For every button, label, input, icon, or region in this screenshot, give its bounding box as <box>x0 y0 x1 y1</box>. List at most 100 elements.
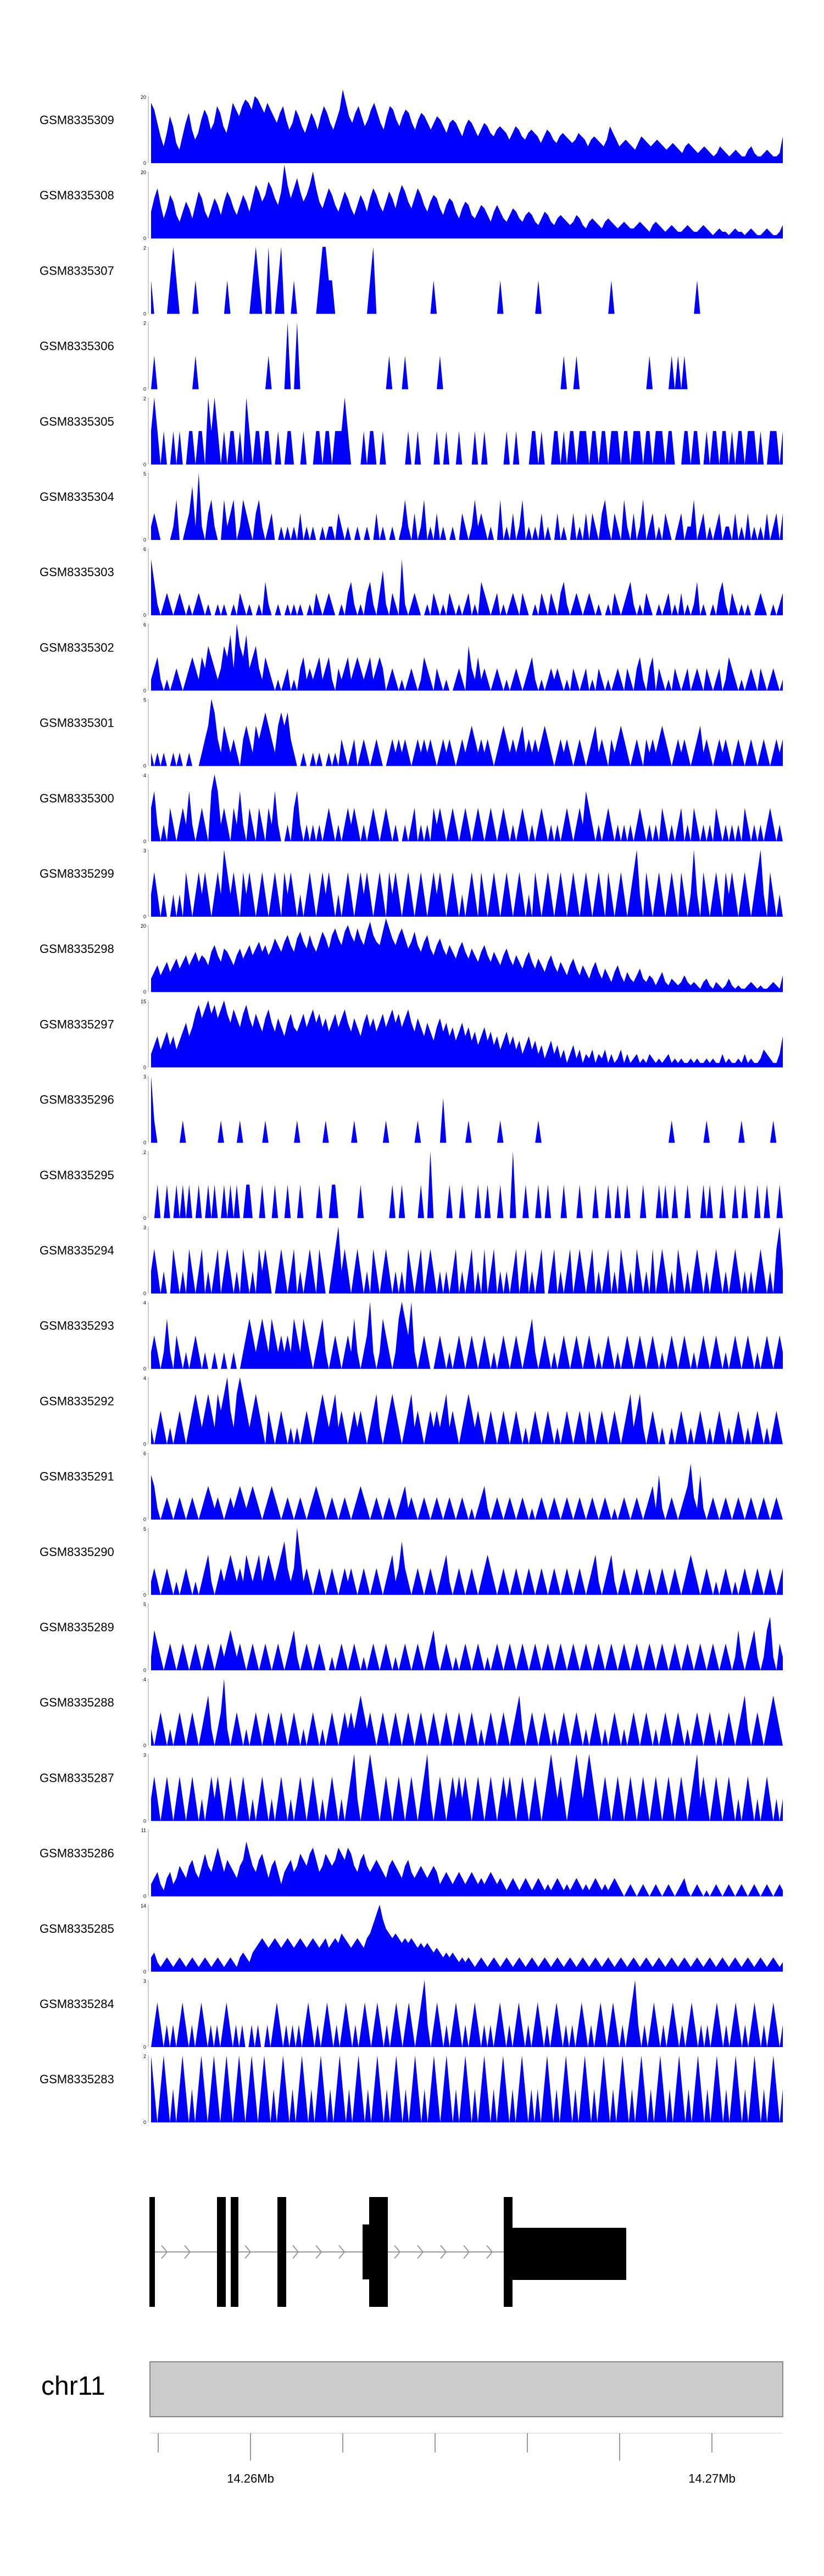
exon-7 <box>377 2197 388 2307</box>
strand-arrow <box>184 2245 191 2259</box>
coverage-area <box>151 1302 783 1369</box>
track-ymax-label: 5 <box>143 1602 146 1607</box>
track-label: GSM8335286 <box>40 1847 114 1860</box>
track-ymin-label: 0 <box>143 839 146 844</box>
track-GSM8335297: GSM8335297 15 0 <box>40 999 783 1070</box>
track-ymin-label: 0 <box>143 1818 146 1824</box>
track-label: GSM8335296 <box>40 1093 114 1107</box>
track-ymin-label: 0 <box>143 236 146 241</box>
chromosome-ideogram: chr11 <box>41 2361 783 2417</box>
track-label: GSM8335288 <box>40 1696 114 1709</box>
track-ymax-label: 6 <box>143 622 146 627</box>
tick-label-14-27: 14.27Mb <box>688 2472 736 2485</box>
track-GSM8335302: GSM8335302 6 0 <box>40 622 783 693</box>
track-ymin-label: 0 <box>143 462 146 467</box>
track-label: GSM8335300 <box>40 791 114 805</box>
track-GSM8335283: GSM8335283 2 0 <box>40 2054 783 2125</box>
track-label: GSM8335309 <box>40 113 114 127</box>
track-ymax-label: 2 <box>143 1150 146 1155</box>
exon-3 <box>231 2197 238 2307</box>
track-label: GSM8335299 <box>40 867 114 880</box>
track-label: GSM8335295 <box>40 1168 114 1182</box>
track-ymin-label: 0 <box>143 1743 146 1748</box>
track-label: GSM8335283 <box>40 2072 114 2086</box>
genome-axis: 14.26Mb 14.27Mb <box>150 2433 783 2485</box>
track-ymax-label: 4 <box>143 1375 146 1381</box>
track-label: GSM8335290 <box>40 1545 114 1559</box>
coverage-area <box>151 473 783 540</box>
track-ymin-label: 0 <box>143 1215 146 1221</box>
track-ymax-label: 11 <box>141 1828 146 1833</box>
track-label: GSM8335308 <box>40 188 114 202</box>
track-ymax-label: 3 <box>143 848 146 854</box>
track-GSM8335306: GSM8335306 2 0 <box>40 321 783 392</box>
track-ymin-label: 0 <box>143 989 146 995</box>
track-GSM8335304: GSM8335304 5 0 <box>40 471 783 543</box>
track-ymin-label: 0 <box>143 1291 146 1296</box>
coverage-area <box>151 247 783 314</box>
track-ymax-label: 20 <box>141 170 146 175</box>
exon-4 <box>277 2197 286 2307</box>
track-GSM8335285: GSM8335285 14 0 <box>40 1903 783 1975</box>
coverage-area <box>151 165 783 239</box>
coverage-area <box>151 1616 783 1670</box>
track-GSM8335308: GSM8335308 20 0 <box>40 165 783 241</box>
track-label: GSM8335306 <box>40 339 114 353</box>
track-ymin-label: 0 <box>143 2120 146 2125</box>
track-GSM8335300: GSM8335300 4 0 <box>40 773 783 844</box>
coverage-area <box>151 322 783 389</box>
track-ymax-label: 2 <box>143 321 146 326</box>
track-ymax-label: 20 <box>141 923 146 929</box>
track-GSM8335288: GSM8335288 4 0 <box>40 1677 783 1748</box>
strand-arrow <box>440 2245 447 2259</box>
track-ymin-label: 0 <box>143 311 146 316</box>
coverage-area <box>151 397 783 465</box>
track-ymax-label: 4 <box>143 773 146 778</box>
track-ymax-label: 14 <box>141 1903 146 1909</box>
track-ymax-label: 3 <box>143 1752 146 1758</box>
exon-8 <box>504 2197 513 2307</box>
exon-5 <box>363 2224 369 2279</box>
track-GSM8335291: GSM8335291 6 0 <box>40 1451 783 1523</box>
track-label: GSM8335284 <box>40 1997 114 2011</box>
strand-arrow <box>394 2245 401 2259</box>
track-ymin-label: 0 <box>143 387 146 392</box>
track-ymin-label: 0 <box>143 1592 146 1598</box>
track-ymin-label: 0 <box>143 1064 146 1070</box>
track-label: GSM8335291 <box>40 1470 114 1484</box>
track-label: GSM8335285 <box>40 1922 114 1936</box>
coverage-area <box>151 1151 783 1218</box>
coverage-area <box>151 1000 783 1068</box>
track-ymin-label: 0 <box>143 1441 146 1447</box>
track-GSM8335290: GSM8335290 5 0 <box>40 1526 783 1598</box>
exon-utr <box>513 2228 626 2280</box>
track-ymax-label: 3 <box>143 1978 146 1984</box>
chromosome-bar <box>149 2361 783 2417</box>
track-GSM8335299: GSM8335299 3 0 <box>40 848 783 919</box>
track-ymin-label: 0 <box>143 1894 146 1899</box>
track-label: GSM8335287 <box>40 1771 114 1785</box>
exon-6 <box>369 2197 377 2307</box>
exon-2 <box>217 2197 226 2307</box>
coverage-area <box>151 1226 783 1293</box>
track-GSM8335284: GSM8335284 3 0 <box>40 1978 783 2050</box>
track-ymin-label: 0 <box>143 612 146 618</box>
coverage-area <box>151 1841 783 1897</box>
track-GSM8335303: GSM8335303 6 0 <box>40 547 783 618</box>
coverage-area <box>151 1679 783 1746</box>
coverage-area <box>151 1904 783 1972</box>
track-label: GSM8335289 <box>40 1620 114 1634</box>
coverage-area <box>151 559 783 616</box>
track-ymin-label: 0 <box>143 1668 146 1673</box>
track-label: GSM8335294 <box>40 1244 114 1257</box>
strand-arrow <box>463 2245 470 2259</box>
track-label: GSM8335301 <box>40 716 114 730</box>
track-label: GSM8335303 <box>40 565 114 579</box>
track-ymax-label: 4 <box>143 1300 146 1306</box>
coverage-tracks: GSM8335309200GSM8335308200GSM833530720GS… <box>40 89 783 2125</box>
track-ymin-label: 0 <box>143 1969 146 1975</box>
tick-label-14-26: 14.26Mb <box>227 2472 274 2485</box>
track-ymin-label: 0 <box>143 537 146 543</box>
track-ymax-label: 2 <box>143 396 146 402</box>
